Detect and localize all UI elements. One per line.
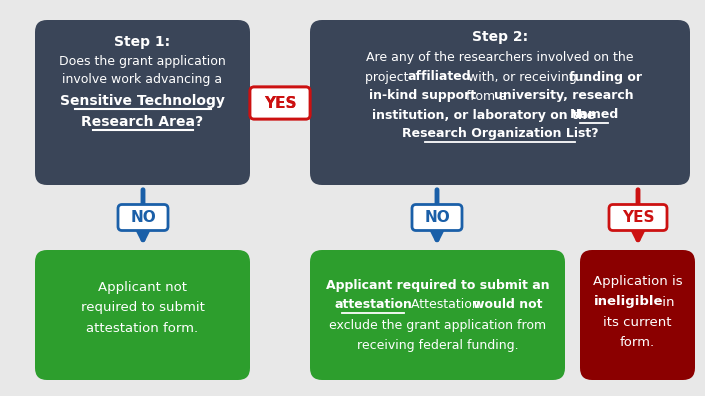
Text: Applicant not: Applicant not (98, 282, 187, 295)
FancyBboxPatch shape (412, 204, 462, 230)
FancyBboxPatch shape (580, 250, 695, 380)
Text: ineligible: ineligible (594, 295, 663, 308)
FancyBboxPatch shape (250, 87, 310, 119)
Text: in: in (658, 295, 674, 308)
Text: in-kind support: in-kind support (369, 89, 476, 103)
Text: YES: YES (264, 95, 296, 110)
Text: exclude the grant application from: exclude the grant application from (329, 318, 546, 331)
Text: YES: YES (264, 95, 296, 110)
Text: Are any of the researchers involved on the: Are any of the researchers involved on t… (367, 51, 634, 65)
FancyBboxPatch shape (250, 87, 310, 119)
FancyBboxPatch shape (310, 20, 690, 185)
Text: . Attestation: . Attestation (403, 299, 484, 312)
Text: project: project (365, 70, 412, 84)
Text: Step 1:: Step 1: (114, 35, 171, 49)
Text: its current: its current (603, 316, 672, 329)
FancyBboxPatch shape (35, 250, 250, 380)
Text: Sensitive Technology: Sensitive Technology (60, 94, 225, 108)
FancyBboxPatch shape (609, 204, 667, 230)
Text: Applicant required to submit an: Applicant required to submit an (326, 278, 549, 291)
Text: Named: Named (570, 109, 619, 122)
FancyBboxPatch shape (310, 250, 565, 380)
Text: from a: from a (462, 89, 510, 103)
Text: institution, or laboratory on the: institution, or laboratory on the (372, 109, 600, 122)
FancyBboxPatch shape (118, 204, 168, 230)
Text: Does the grant application: Does the grant application (59, 55, 226, 69)
Text: university, research: university, research (494, 89, 634, 103)
Text: attestation: attestation (334, 299, 412, 312)
Text: funding or: funding or (569, 70, 642, 84)
Text: involve work advancing a: involve work advancing a (63, 72, 223, 86)
Text: NO: NO (130, 210, 156, 225)
Text: form.: form. (620, 335, 655, 348)
Text: NO: NO (424, 210, 450, 225)
Text: receiving federal funding.: receiving federal funding. (357, 339, 518, 352)
Text: with, or receiving: with, or receiving (464, 70, 581, 84)
FancyBboxPatch shape (35, 20, 250, 185)
Text: would not: would not (473, 299, 542, 312)
Text: Research Organization List?: Research Organization List? (402, 128, 599, 141)
Text: attestation form.: attestation form. (87, 322, 199, 335)
Text: YES: YES (622, 210, 654, 225)
Text: Application is: Application is (593, 276, 682, 289)
Text: required to submit: required to submit (80, 301, 204, 314)
Text: Step 2:: Step 2: (472, 30, 528, 44)
Text: Research Area?: Research Area? (82, 115, 204, 129)
Text: affiliated: affiliated (407, 70, 471, 84)
